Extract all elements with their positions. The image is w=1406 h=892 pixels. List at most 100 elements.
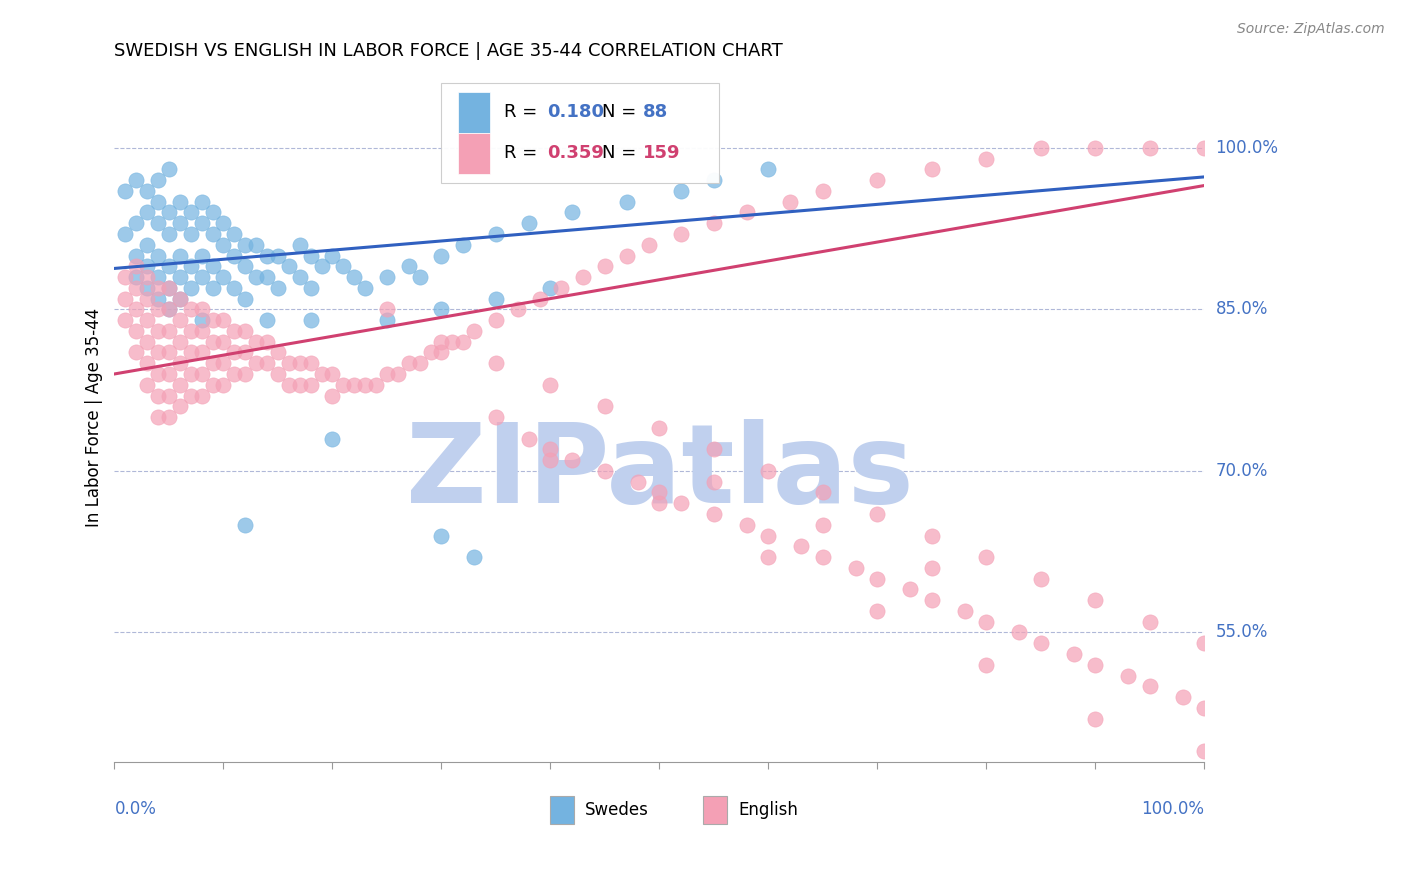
Point <box>224 324 246 338</box>
Point <box>157 388 180 402</box>
Point <box>921 593 943 607</box>
Point <box>321 388 343 402</box>
Point <box>180 345 202 359</box>
Point <box>921 162 943 177</box>
Point <box>671 184 693 198</box>
Point <box>572 270 595 285</box>
Point <box>332 260 354 274</box>
Point <box>408 270 430 285</box>
Point <box>430 528 453 542</box>
Point <box>169 313 191 327</box>
Point <box>114 227 136 241</box>
Point <box>430 334 453 349</box>
Point <box>180 324 202 338</box>
Point <box>125 281 148 295</box>
Point <box>146 410 169 425</box>
Point <box>136 377 159 392</box>
Text: N =: N = <box>602 103 641 121</box>
Point <box>136 184 159 198</box>
Point <box>299 313 322 327</box>
Point <box>157 162 180 177</box>
Y-axis label: In Labor Force | Age 35-44: In Labor Force | Age 35-44 <box>86 308 103 526</box>
Point <box>637 237 659 252</box>
Point <box>201 281 224 295</box>
Point <box>354 377 377 392</box>
Point <box>146 388 169 402</box>
Point <box>451 237 474 252</box>
Point <box>758 162 780 177</box>
Point <box>157 260 180 274</box>
Point <box>321 432 343 446</box>
Point <box>224 367 246 381</box>
Point <box>201 205 224 219</box>
Point <box>157 281 180 295</box>
Point <box>136 260 159 274</box>
Point <box>146 194 169 209</box>
Point <box>1139 141 1161 155</box>
Point <box>169 292 191 306</box>
Point <box>190 388 212 402</box>
Point <box>1029 572 1052 586</box>
Text: 88: 88 <box>643 103 668 121</box>
Point <box>866 572 889 586</box>
Point <box>866 507 889 521</box>
Text: Source: ZipAtlas.com: Source: ZipAtlas.com <box>1237 22 1385 37</box>
Point <box>811 485 834 500</box>
Point <box>811 549 834 564</box>
Point <box>976 549 998 564</box>
Point <box>703 475 725 489</box>
Point <box>703 173 725 187</box>
Point <box>169 292 191 306</box>
Point <box>224 281 246 295</box>
Point <box>146 302 169 317</box>
Point <box>538 281 561 295</box>
Point <box>593 260 616 274</box>
Point <box>779 194 801 209</box>
Text: R =: R = <box>503 103 543 121</box>
Point <box>463 549 485 564</box>
Point <box>224 248 246 262</box>
Point <box>1194 141 1216 155</box>
Point <box>398 356 420 370</box>
Text: ZIPatlas: ZIPatlas <box>405 418 914 525</box>
Point <box>212 313 235 327</box>
Point <box>398 260 420 274</box>
Point <box>1084 141 1107 155</box>
Point <box>375 302 398 317</box>
Point <box>180 388 202 402</box>
Point <box>311 260 333 274</box>
Point <box>169 194 191 209</box>
Point <box>299 281 322 295</box>
Point <box>375 313 398 327</box>
Point <box>157 302 180 317</box>
Point <box>1139 679 1161 693</box>
Point <box>114 184 136 198</box>
Point <box>898 582 921 597</box>
Point <box>561 453 583 467</box>
Point <box>136 237 159 252</box>
Point <box>419 345 441 359</box>
Point <box>299 248 322 262</box>
Point <box>288 356 311 370</box>
Point <box>485 313 508 327</box>
Point <box>517 216 540 230</box>
Point <box>180 367 202 381</box>
Text: 55.0%: 55.0% <box>1216 624 1268 641</box>
Point <box>125 248 148 262</box>
Text: English: English <box>738 801 797 819</box>
Point <box>1139 615 1161 629</box>
Point <box>866 604 889 618</box>
Text: 0.0%: 0.0% <box>114 799 156 818</box>
Point <box>485 356 508 370</box>
Point <box>233 237 256 252</box>
Point <box>321 248 343 262</box>
Point <box>114 292 136 306</box>
Point <box>245 356 267 370</box>
Point <box>671 496 693 510</box>
Point <box>146 324 169 338</box>
Point <box>157 227 180 241</box>
Point <box>157 324 180 338</box>
Point <box>190 270 212 285</box>
Point <box>245 270 267 285</box>
Point <box>921 561 943 575</box>
